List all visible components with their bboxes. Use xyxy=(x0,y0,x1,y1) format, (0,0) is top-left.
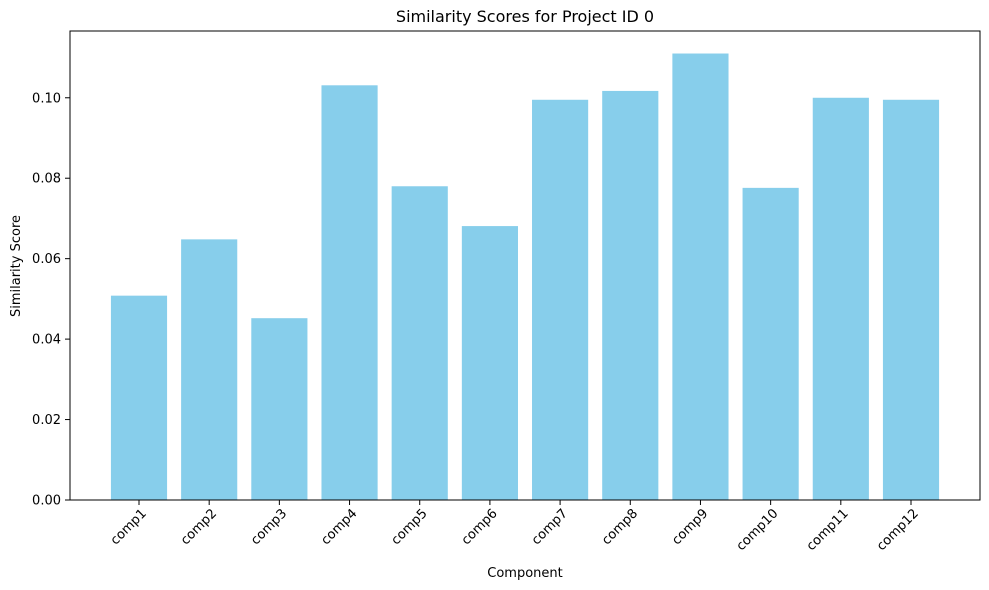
bar-comp3 xyxy=(251,318,308,500)
x-tick-label: comp6 xyxy=(459,506,501,548)
x-tick-label: comp9 xyxy=(669,506,711,548)
x-tick-label: comp4 xyxy=(318,506,360,548)
x-axis: comp1 comp2 comp3 comp4 comp5 comp6 comp7 comp8… xyxy=(108,500,922,554)
bar-comp10 xyxy=(742,187,799,500)
x-tick-label: comp5 xyxy=(389,506,431,548)
y-tick-label: 0.04 xyxy=(32,333,61,348)
bar-comp4 xyxy=(321,85,378,501)
bar-comp5 xyxy=(391,186,448,500)
y-tick-label: 0.02 xyxy=(32,413,61,428)
y-axis-label: Similarity Score xyxy=(9,215,24,317)
bar-comp8 xyxy=(602,90,659,501)
bar-comp11 xyxy=(812,97,869,501)
plot-frame xyxy=(69,30,981,501)
x-tick-label: comp2 xyxy=(178,506,220,548)
chart-title: Similarity Scores for Project ID 0 xyxy=(396,7,654,26)
bar-comp9 xyxy=(672,53,729,501)
x-tick-label: comp1 xyxy=(108,506,150,548)
bars-group xyxy=(110,53,940,501)
y-tick-label: 0.10 xyxy=(32,91,61,106)
x-tick-label: comp8 xyxy=(599,506,641,548)
bar-comp2 xyxy=(181,239,238,501)
x-tick-label: comp12 xyxy=(874,506,922,554)
bar-comp1 xyxy=(110,295,168,500)
x-axis-label: Component xyxy=(487,566,562,581)
x-tick-label: comp3 xyxy=(248,506,290,548)
x-tick-label: comp7 xyxy=(529,506,571,548)
y-tick-label: 0.00 xyxy=(32,494,61,509)
y-axis: 0.00 0.02 0.04 0.06 0.08 0.10 xyxy=(32,91,70,509)
bar-comp12 xyxy=(882,99,940,500)
bar-comp7 xyxy=(532,99,589,500)
y-tick-label: 0.08 xyxy=(32,172,61,187)
y-tick-label: 0.06 xyxy=(32,252,61,267)
x-tick-label: comp11 xyxy=(804,506,852,554)
x-tick-label: comp10 xyxy=(734,506,782,554)
bar-comp6 xyxy=(461,226,518,500)
